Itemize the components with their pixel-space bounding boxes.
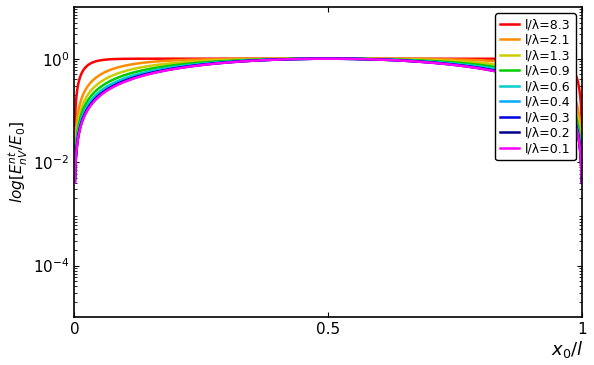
l/λ=8.3 bbox=[97, 58, 105, 62]
l/λ=0.4 bbox=[304, 57, 311, 61]
l/λ=0.2 bbox=[318, 57, 325, 61]
l/λ=0.1 bbox=[470, 65, 478, 70]
l/λ=0.3 bbox=[564, 104, 571, 108]
l/λ=0.6 bbox=[470, 64, 478, 68]
l/λ=0.1 bbox=[564, 105, 571, 109]
l/λ=0.1 bbox=[325, 57, 332, 61]
l/λ=1.3 bbox=[578, 164, 585, 168]
l/λ=0.3 bbox=[304, 57, 311, 61]
l/λ=0.9 bbox=[564, 96, 571, 100]
l/λ=0.1 bbox=[578, 180, 585, 185]
l/λ=1.3 bbox=[318, 57, 325, 61]
l/λ=8.3 bbox=[304, 57, 311, 61]
l/λ=2.1 bbox=[564, 82, 571, 86]
l/λ=0.4 bbox=[318, 57, 325, 61]
l/λ=2.1 bbox=[325, 57, 332, 61]
l/λ=0.9 bbox=[578, 170, 585, 174]
l/λ=0.1 bbox=[564, 105, 571, 110]
Line: l/λ=0.4: l/λ=0.4 bbox=[75, 59, 582, 180]
l/λ=0.3 bbox=[97, 92, 105, 96]
l/λ=0.1 bbox=[71, 180, 78, 185]
l/λ=0.6 bbox=[325, 57, 332, 61]
l/λ=2.1 bbox=[470, 58, 478, 62]
Line: l/λ=2.1: l/λ=2.1 bbox=[75, 59, 582, 156]
l/λ=0.9 bbox=[71, 170, 78, 174]
l/λ=0.9 bbox=[318, 57, 325, 61]
l/λ=0.4 bbox=[564, 103, 571, 107]
l/λ=0.4 bbox=[325, 57, 332, 61]
l/λ=0.6 bbox=[71, 175, 78, 180]
l/λ=0.6 bbox=[304, 57, 311, 61]
l/λ=0.9 bbox=[470, 62, 478, 66]
l/λ=0.1 bbox=[304, 57, 311, 61]
l/λ=8.3 bbox=[564, 62, 571, 66]
Line: l/λ=0.3: l/λ=0.3 bbox=[75, 59, 582, 181]
l/λ=8.3 bbox=[564, 62, 571, 66]
l/λ=0.6 bbox=[564, 100, 571, 104]
l/λ=0.1 bbox=[97, 93, 105, 97]
l/λ=0.4 bbox=[97, 91, 105, 95]
l/λ=2.1 bbox=[97, 72, 105, 77]
l/λ=0.2 bbox=[97, 92, 105, 97]
Line: l/λ=0.2: l/λ=0.2 bbox=[75, 59, 582, 182]
l/λ=0.6 bbox=[578, 175, 585, 180]
l/λ=2.1 bbox=[71, 154, 78, 158]
l/λ=1.3 bbox=[97, 80, 105, 84]
Line: l/λ=0.1: l/λ=0.1 bbox=[75, 59, 582, 182]
l/λ=0.9 bbox=[564, 96, 571, 100]
Line: l/λ=1.3: l/λ=1.3 bbox=[75, 59, 582, 166]
l/λ=8.3 bbox=[470, 57, 478, 61]
l/λ=2.1 bbox=[578, 154, 585, 158]
l/λ=1.3 bbox=[304, 57, 311, 61]
l/λ=2.1 bbox=[564, 82, 571, 86]
l/λ=1.3 bbox=[564, 90, 571, 95]
Line: l/λ=0.6: l/λ=0.6 bbox=[75, 59, 582, 177]
l/λ=0.1 bbox=[318, 57, 325, 61]
l/λ=0.9 bbox=[304, 57, 311, 61]
l/λ=8.3 bbox=[578, 123, 585, 128]
l/λ=1.3 bbox=[71, 164, 78, 168]
l/λ=0.4 bbox=[578, 178, 585, 182]
l/λ=0.2 bbox=[470, 65, 478, 70]
l/λ=0.4 bbox=[71, 178, 78, 182]
l/λ=2.1 bbox=[318, 57, 325, 61]
l/λ=8.3 bbox=[325, 57, 332, 61]
l/λ=0.3 bbox=[318, 57, 325, 61]
l/λ=0.2 bbox=[578, 180, 585, 184]
l/λ=0.4 bbox=[470, 65, 478, 69]
Line: l/λ=8.3: l/λ=8.3 bbox=[75, 59, 582, 126]
l/λ=0.2 bbox=[325, 57, 332, 61]
l/λ=0.6 bbox=[564, 100, 571, 105]
X-axis label: $x_0/l$: $x_0/l$ bbox=[551, 339, 583, 360]
l/λ=1.3 bbox=[325, 57, 332, 61]
l/λ=0.2 bbox=[564, 104, 571, 109]
l/λ=0.9 bbox=[97, 85, 105, 89]
l/λ=0.3 bbox=[325, 57, 332, 61]
l/λ=8.3 bbox=[71, 123, 78, 128]
l/λ=0.3 bbox=[564, 103, 571, 108]
l/λ=0.2 bbox=[564, 105, 571, 109]
l/λ=0.6 bbox=[318, 57, 325, 61]
l/λ=1.3 bbox=[564, 91, 571, 95]
l/λ=0.9 bbox=[325, 57, 332, 61]
Y-axis label: $log[E^{nt}_{nV}/E_0]$: $log[E^{nt}_{nV}/E_0]$ bbox=[7, 121, 30, 203]
l/λ=0.6 bbox=[97, 89, 105, 93]
l/λ=0.3 bbox=[71, 179, 78, 183]
l/λ=0.3 bbox=[470, 65, 478, 69]
l/λ=8.3 bbox=[318, 57, 325, 61]
Line: l/λ=0.9: l/λ=0.9 bbox=[75, 59, 582, 172]
Legend: l/λ=8.3, l/λ=2.1, l/λ=1.3, l/λ=0.9, l/λ=0.6, l/λ=0.4, l/λ=0.3, l/λ=0.2, l/λ=0.1: l/λ=8.3, l/λ=2.1, l/λ=1.3, l/λ=0.9, l/λ=… bbox=[495, 13, 576, 160]
l/λ=0.2 bbox=[71, 180, 78, 184]
l/λ=0.2 bbox=[304, 57, 311, 61]
l/λ=0.3 bbox=[578, 179, 585, 183]
l/λ=2.1 bbox=[304, 57, 311, 61]
l/λ=0.4 bbox=[564, 103, 571, 107]
l/λ=1.3 bbox=[470, 60, 478, 65]
